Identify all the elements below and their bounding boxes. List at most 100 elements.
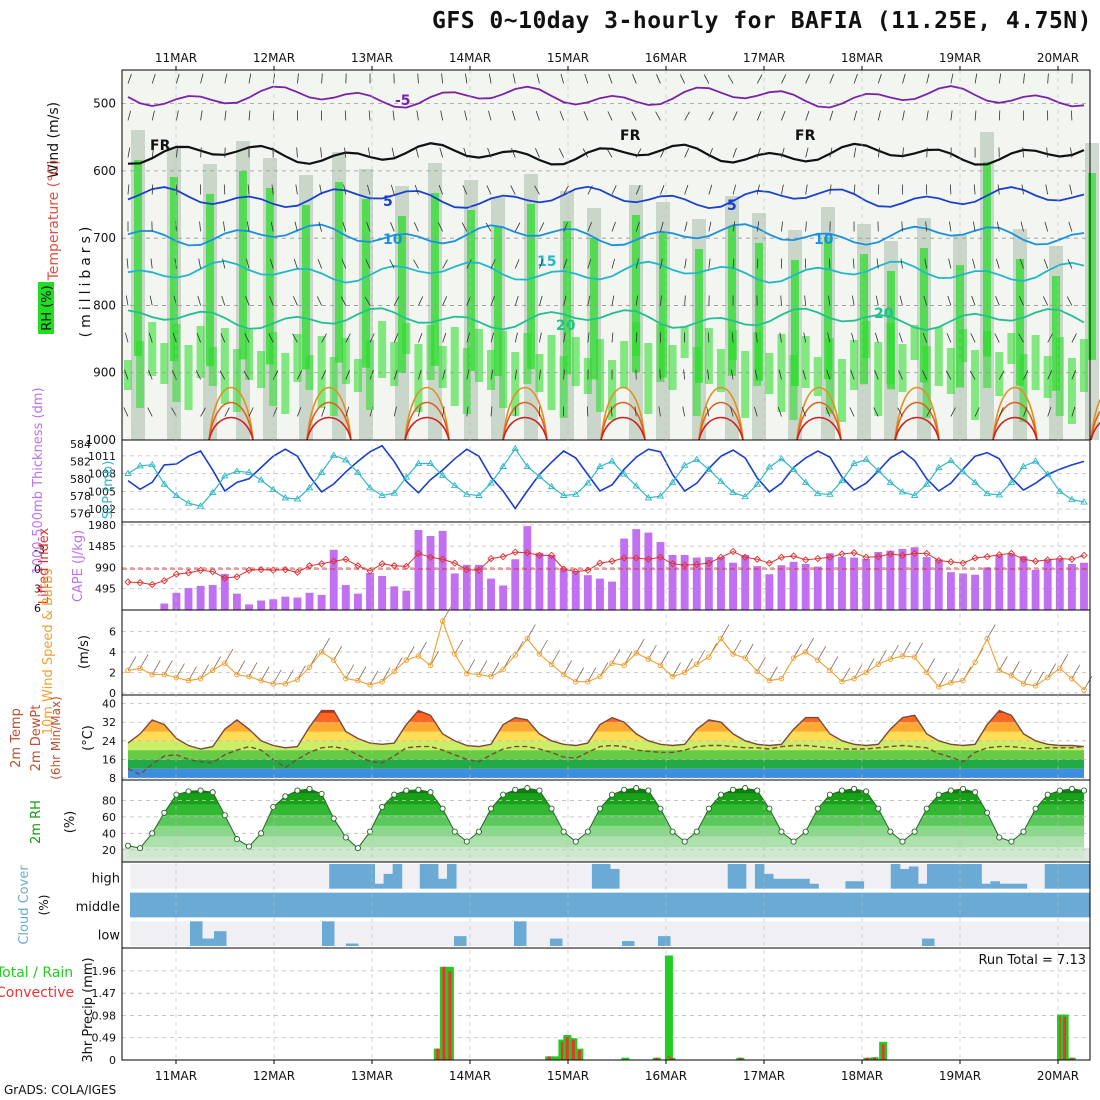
rh-marker [887, 828, 894, 835]
wind-speed-marker [451, 651, 458, 657]
upper-wind-barb [899, 295, 903, 306]
x-tick-label-top: 19MAR [939, 51, 981, 65]
upper-wind-barb [902, 110, 905, 121]
wind-speed-marker [270, 681, 276, 687]
rh-lowlevel-band [801, 336, 810, 388]
slp-marker [874, 466, 883, 474]
upper-wind-barb [1022, 147, 1024, 158]
upper-wind-barb [635, 258, 639, 269]
upper-wind-barb [801, 406, 807, 417]
li-marker [136, 579, 144, 587]
cloud-cover-bar [442, 892, 455, 918]
upper-wind-barb [732, 221, 736, 232]
upper-wind-barb [270, 221, 274, 232]
upper-wind-barb [200, 407, 206, 417]
upper-wind-barb [514, 332, 518, 343]
upper-wind-barb [269, 296, 274, 306]
cloud-cover-bar [130, 892, 143, 918]
rh-lowlevel-band [257, 351, 266, 388]
upper-wind-barb [778, 369, 782, 380]
slp-marker [789, 465, 798, 472]
upper-wind-barb [732, 184, 737, 195]
rh-lowlevel-band [208, 347, 217, 386]
upper-wind-barb [560, 73, 565, 84]
cloud-cover-bar [963, 864, 973, 889]
slp-marker [1080, 498, 1088, 505]
upper-wind-barb [998, 370, 1005, 380]
rh-marker [1044, 791, 1051, 798]
upper-wind-barb [461, 222, 468, 232]
rh-lowlevel-band [136, 341, 145, 408]
thickness-tick-label: 582 [70, 455, 91, 468]
upper-wind-barb [200, 147, 202, 158]
rh-lowlevel-band [1067, 358, 1076, 424]
upper-wind-barb [829, 184, 832, 195]
cloud-cover-bar [383, 873, 394, 889]
cape-bar [656, 542, 665, 610]
slp-marker [354, 468, 362, 475]
x-tick-label-top: 11MAR [155, 51, 197, 65]
rh-lowlevel-band [692, 347, 701, 416]
cape-bar [1043, 560, 1052, 610]
upper-wind-barb [563, 258, 568, 269]
rh-moist-band [494, 227, 502, 377]
wind-speed-marker [730, 651, 736, 657]
upper-wind-barb [997, 184, 1000, 195]
precip-conv-bar [448, 971, 452, 1060]
li-marker [923, 549, 931, 558]
upper-wind-barb [321, 73, 323, 84]
upper-wind-barb [125, 295, 129, 306]
li-marker [475, 566, 483, 574]
upper-wind-barb [390, 222, 395, 232]
upper-wind-barb [610, 406, 613, 417]
upper-wind-barb [679, 74, 686, 84]
upper-wind-barb [296, 147, 298, 158]
temp-tick-label: 40 [102, 698, 116, 711]
rh-lowlevel-band [148, 322, 157, 376]
cape-bar [862, 558, 871, 610]
upper-wind-barb [345, 370, 350, 380]
temp-color-band [128, 759, 1084, 769]
cape-bar [850, 557, 859, 610]
slp-marker [305, 483, 314, 491]
x-tick-label-bottom: 18MAR [841, 1069, 883, 1083]
upper-wind-barb [902, 73, 906, 84]
li-marker [426, 553, 435, 561]
slp-marker [148, 460, 156, 468]
slp-marker [257, 476, 265, 483]
rh-lowlevel-band [765, 353, 774, 394]
wind-tick-label: 0 [109, 687, 116, 700]
upper-wind-barb [246, 258, 250, 269]
wind-speed-marker [137, 665, 143, 672]
cape-bar [983, 567, 992, 610]
upper-wind-barb [535, 110, 540, 121]
plot-border [121, 69, 1091, 1061]
upper-wind-barb [220, 333, 226, 343]
rh-lowlevel-band [1031, 335, 1040, 390]
wind-speed-marker [548, 661, 555, 668]
li-marker [233, 573, 241, 581]
precip-tick-label: 0 [109, 1054, 116, 1067]
cape-bar [1031, 570, 1040, 610]
upper-wind-barb [340, 296, 347, 306]
rh-marker [645, 787, 652, 794]
upper-wind-barb [416, 110, 419, 121]
cape-bar [402, 590, 411, 610]
precip-conv-bar [655, 1057, 659, 1060]
upper-wind-barb [805, 221, 807, 232]
cape-bar [426, 536, 435, 610]
upper-wind-barb [174, 258, 177, 269]
li-marker [826, 553, 834, 561]
upper-wind-barb [608, 73, 613, 84]
rh-lowlevel-band [317, 336, 326, 408]
cape-bar [208, 585, 217, 610]
slp-marker [741, 492, 749, 500]
slp-marker [729, 488, 737, 495]
cloud-cover-bar [898, 892, 911, 918]
li-tick-label: 6 [34, 602, 41, 615]
upper-wind-barb [684, 111, 690, 121]
cloud-cover-bar [1062, 864, 1073, 889]
upper-wind-barb [1046, 147, 1049, 158]
upper-wind-barb [755, 332, 758, 343]
isotherm-cone [306, 416, 352, 441]
